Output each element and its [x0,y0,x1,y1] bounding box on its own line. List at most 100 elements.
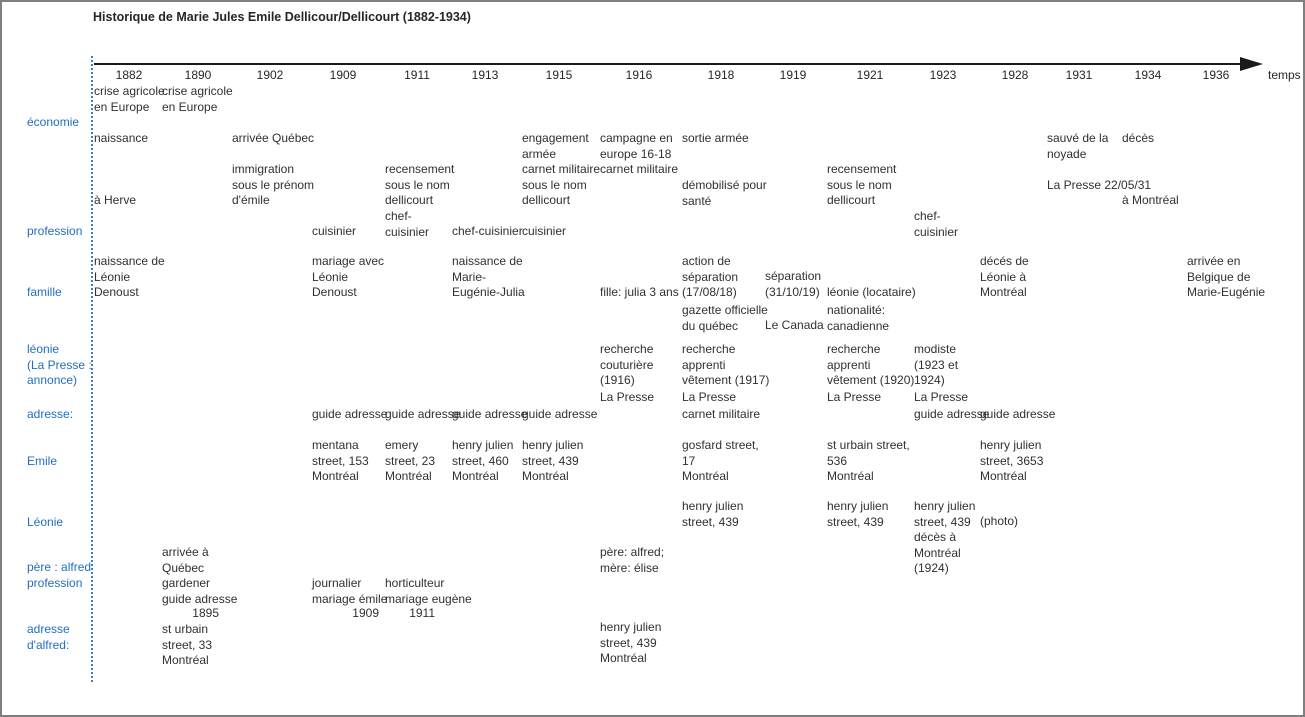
timeline-cell: (photo) [980,514,1019,528]
year-label: 1890 [184,68,212,82]
timeline-cell: sortie armée [682,131,749,145]
timeline-cell: nationalité: canadienne [827,303,890,333]
year-label: 1931 [1065,68,1093,82]
timeline-cell: 1909 [352,606,379,620]
timeline-cell: engagement armée [522,131,589,161]
timeline-cell: arrivée à Québec gardener guide adresse [162,545,238,606]
timeline-cell: cuisinier [522,224,567,238]
time-axis-label: temps [1268,68,1301,82]
timeline-cell: recensement sous le nom dellicourt [827,162,897,207]
year-label: 1934 [1134,68,1162,82]
timeline-cell: crise agricole en Europe [94,84,165,114]
timeline-cell: guide adresse [980,407,1056,421]
timeline-cell: recherche couturière (1916) [600,342,654,387]
timeline-cell: henry julien street, 439 décès à Montréa… [914,499,976,575]
time-axis-line [94,63,1245,65]
timeline-cell: 1895 [192,606,219,620]
timeline-cell: recensement sous le nom dellicourt [385,162,455,207]
timeline-cell: henry julien street, 439 Montréal [522,438,584,483]
timeline-cell: henry julien street, 3653 Montréal [980,438,1044,483]
timeline-cell: sauvé de la noyade [1047,131,1109,161]
timeline-cell: séparation (31/10/19) [765,269,822,299]
row-label-famille: famille [27,285,62,299]
row-label-économie: économie [27,115,80,129]
year-label: 1916 [625,68,653,82]
timeline-cell: chef- cuisinier [914,209,959,239]
timeline-cell: mariage avec Léonie Denoust [312,254,385,299]
year-label: 1928 [1001,68,1029,82]
row-label-léonie: Léonie [27,515,64,529]
timeline-cell: st urbain street, 33 Montréal [162,622,213,667]
timeline-cell: henry julien street, 460 Montréal [452,438,514,483]
timeline-cell: carnet militaire [600,162,679,176]
page-title: Historique de Marie Jules Emile Dellicou… [93,10,471,24]
timeline-cell: Le Canada [765,318,824,332]
timeline-cell: naissance [94,131,149,145]
year-label: 1923 [929,68,957,82]
timeline-cell: La Presse [682,390,737,404]
timeline-cell: La Presse [827,390,882,404]
timeline-cell: La Presse [914,390,969,404]
year-label: 1936 [1202,68,1230,82]
timeline-cell: recherche apprenti vêtement (1920) [827,342,915,387]
timeline-cell: recherche apprenti vêtement (1917) [682,342,770,387]
timeline-cell: carnet militaire [682,407,761,421]
timeline-cell: chef-cuisinier [452,224,523,238]
timeline-cell: horticulteur mariage eugène [385,576,472,606]
year-label: 1911 [404,68,430,82]
timeline-cell: gosfard street, 17 Montréal [682,438,759,483]
timeline-cell: mentana street, 153 Montréal [312,438,369,483]
timeline-cell: emery street, 23 Montréal [385,438,436,483]
year-label: 1902 [256,68,284,82]
timeline-cell: décés de Léonie à Montréal [980,254,1029,299]
year-label: 1915 [545,68,573,82]
timeline-cell: père: alfred; mère: élise [600,545,665,575]
timeline-cell: cuisinier [312,224,357,238]
timeline-cell: naissance de Marie- Eugénie-Julia [452,254,525,299]
timeline-cell: henry julien street, 439 [682,499,744,529]
row-label-léonie: léonie (La Presse : annonce) [27,342,92,387]
time-axis-arrow-icon [1240,57,1263,71]
row-label-père: père : alfred profession [27,560,92,590]
year-label: 1919 [779,68,807,82]
timeline-cell: 1911 [409,606,435,620]
timeline-cell: décès [1122,131,1155,145]
timeline-cell: immigration sous le prénom d'émile [232,162,315,207]
timeline-cell: La Presse [600,390,655,404]
timeline-cell: journalier mariage émile [312,576,388,606]
timeline-cell: à Herve [94,193,137,207]
row-label-emile: Emile [27,454,58,468]
year-label: 1909 [329,68,357,82]
timeline-cell: guide adresse [452,407,528,421]
timeline-cell: chef- cuisinier [385,209,430,239]
timeline-cell: arrivée Québec [232,131,315,145]
timeline-cell: st urbain street, 536 Montréal [827,438,910,483]
year-label: 1918 [707,68,735,82]
timeline-cell: henry julien street, 439 Montréal [600,620,662,665]
timeline-cell: à Montréal [1122,193,1179,207]
timeline-cell: démobilisé pour santé [682,178,767,208]
year-label: 1882 [115,68,143,82]
axis-origin-dotted-line [91,56,93,682]
timeline-cell: modiste (1923 et 1924) [914,342,959,387]
timeline-cell: crise agricole en Europe [162,84,233,114]
row-label-profession: profession [27,224,83,238]
timeline-cell: naissance de Léonie Denoust [94,254,165,299]
year-label: 1921 [856,68,884,82]
timeline-cell: guide adresse [312,407,388,421]
row-label-adresse: adresse d'alfred: [27,622,70,652]
timeline-cell: léonie (locataire) [827,285,916,299]
timeline-cell: action de séparation (17/08/18) [682,254,739,299]
timeline-cell: guide adresse [522,407,598,421]
timeline-cell: guide adresse [914,407,990,421]
year-label: 1913 [471,68,499,82]
timeline-cell: gazette officielle du québec [682,303,768,333]
row-label-adresse: adresse: [27,407,74,421]
timeline-cell: guide adresse [385,407,461,421]
timeline-cell: campagne en europe 16-18 [600,131,673,161]
timeline-cell: fille: julia 3 ans [600,285,679,299]
timeline-cell: arrivée en Belgique de Marie-Eugénie [1187,254,1266,299]
timeline-cell: carnet militaire sous le nom dellicourt [522,162,601,207]
timeline-cell: henry julien street, 439 [827,499,889,529]
